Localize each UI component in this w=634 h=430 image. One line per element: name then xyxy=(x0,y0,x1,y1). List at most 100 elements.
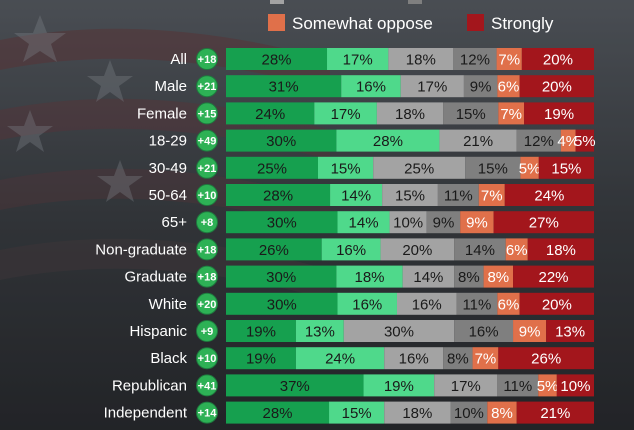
data-label: 19% xyxy=(246,351,276,368)
data-label: 7% xyxy=(500,106,522,123)
net-badge xyxy=(196,320,218,342)
bar-segment xyxy=(382,184,438,206)
bar-segment xyxy=(538,156,594,179)
bar-segment xyxy=(439,129,517,152)
data-label: 26% xyxy=(259,242,289,259)
bar-segment xyxy=(520,156,539,179)
bar-segment xyxy=(454,320,514,342)
net-badge-value: +9 xyxy=(201,326,214,338)
data-label: 7% xyxy=(481,188,503,205)
bar-segment xyxy=(321,238,381,261)
legend-label-strongly_oppose: Strongly xyxy=(491,14,554,33)
bar-segment xyxy=(487,401,517,424)
net-badge xyxy=(196,156,218,179)
data-label: 19% xyxy=(544,106,574,123)
net-badge-value: +21 xyxy=(198,81,217,93)
data-label: 15% xyxy=(331,160,361,177)
chart-row-12: Republican +41 37% 19% 17% 11% 5% 10% xyxy=(112,374,594,397)
bar-segment xyxy=(560,129,576,152)
legend-swatch-somewhat_oppose xyxy=(268,14,285,31)
net-badge-value: +14 xyxy=(198,408,218,420)
data-label: 6% xyxy=(498,79,520,96)
data-label: 15% xyxy=(395,188,425,205)
data-label: 30% xyxy=(384,324,414,341)
chart-row-5: 50-64 +10 28% 14% 15% 11% 7% 24% xyxy=(149,184,594,206)
bar-segment xyxy=(226,184,331,206)
data-label: 17% xyxy=(417,79,447,96)
data-label: 25% xyxy=(404,160,434,177)
bar-segment xyxy=(384,347,444,370)
data-label: 15% xyxy=(456,106,486,123)
bar-segment xyxy=(516,129,561,152)
category-label: Graduate xyxy=(124,269,187,286)
bar-segment xyxy=(498,347,594,370)
data-label: 28% xyxy=(261,52,291,69)
chart-row-2: Female +15 24% 17% 18% 15% 7% 19% xyxy=(137,102,594,125)
bar-segment xyxy=(524,102,594,125)
data-label: 21% xyxy=(463,133,493,150)
bar-segment xyxy=(373,156,466,179)
category-label: Republican xyxy=(112,377,187,394)
bar-segment xyxy=(443,102,499,125)
net-badge xyxy=(196,184,218,206)
chart-row-11: Black +10 19% 24% 16% 8% 7% 26% xyxy=(150,347,594,370)
bar-segment xyxy=(497,75,520,98)
data-label: 37% xyxy=(280,378,310,395)
bar-segment xyxy=(546,320,594,342)
data-label: 10% xyxy=(393,215,423,232)
net-badge-value: +20 xyxy=(198,299,217,311)
bar-segment xyxy=(327,48,389,70)
data-label: 18% xyxy=(355,269,385,286)
bar-segment xyxy=(396,292,457,315)
bar-segment xyxy=(226,265,337,288)
bar-segment xyxy=(384,401,451,424)
category-label: White xyxy=(149,296,187,313)
data-label: 10% xyxy=(454,405,484,422)
category-label: Male xyxy=(154,78,187,95)
bar-segment xyxy=(226,75,342,98)
category-label: Non-graduate xyxy=(95,241,187,258)
net-badge xyxy=(196,48,218,70)
data-label: 24% xyxy=(325,351,355,368)
net-badge-value: +41 xyxy=(198,380,217,392)
bar-segment xyxy=(336,265,403,288)
data-label: 12% xyxy=(460,52,490,69)
data-label: 6% xyxy=(498,296,520,313)
net-badge xyxy=(196,292,218,315)
bar-segment xyxy=(343,320,455,342)
data-label: 9% xyxy=(466,215,488,232)
net-badge xyxy=(196,401,218,424)
bar-segment xyxy=(388,48,454,70)
bar-segment xyxy=(226,102,315,125)
data-label: 11% xyxy=(444,188,473,205)
chart-row-3: 18-29 +49 30% 28% 21% 12% 4%5% xyxy=(149,129,596,152)
chart-row-8: Graduate +18 30% 18% 14% 8% 8% 22% xyxy=(124,265,594,288)
category-label: Female xyxy=(137,105,187,122)
bar-segment xyxy=(226,48,328,70)
legend-partial-swatch xyxy=(408,0,422,4)
chart-row-1: Male +21 31% 16% 17% 9% 6% 20% xyxy=(154,75,594,98)
bar-segment xyxy=(341,75,401,98)
category-label: Independent xyxy=(104,405,188,422)
bar-segment xyxy=(513,320,547,342)
bar-segment xyxy=(454,238,506,261)
data-label: 16% xyxy=(336,242,366,259)
data-label: 30% xyxy=(266,269,296,286)
data-label: 22% xyxy=(539,269,569,286)
data-label: 11% xyxy=(503,378,532,395)
data-label: 17% xyxy=(451,378,481,395)
data-label: 14% xyxy=(349,215,379,232)
data-label: 5% xyxy=(574,133,596,150)
data-label: 18% xyxy=(402,405,432,422)
bar-segment xyxy=(226,129,337,152)
bar-segment xyxy=(363,374,435,397)
data-label: 16% xyxy=(352,296,382,313)
data-label: 8% xyxy=(491,405,513,422)
chart-row-9: White +20 30% 16% 16% 11% 6% 20% xyxy=(149,292,594,315)
bar-segment xyxy=(493,211,594,234)
net-badge xyxy=(196,265,218,288)
bar-segment xyxy=(389,211,427,234)
net-badge-value: +49 xyxy=(198,136,217,148)
data-label: 28% xyxy=(263,405,293,422)
chart-row-13: Independent +14 28% 15% 18% 10% 8% 21% xyxy=(104,401,594,424)
